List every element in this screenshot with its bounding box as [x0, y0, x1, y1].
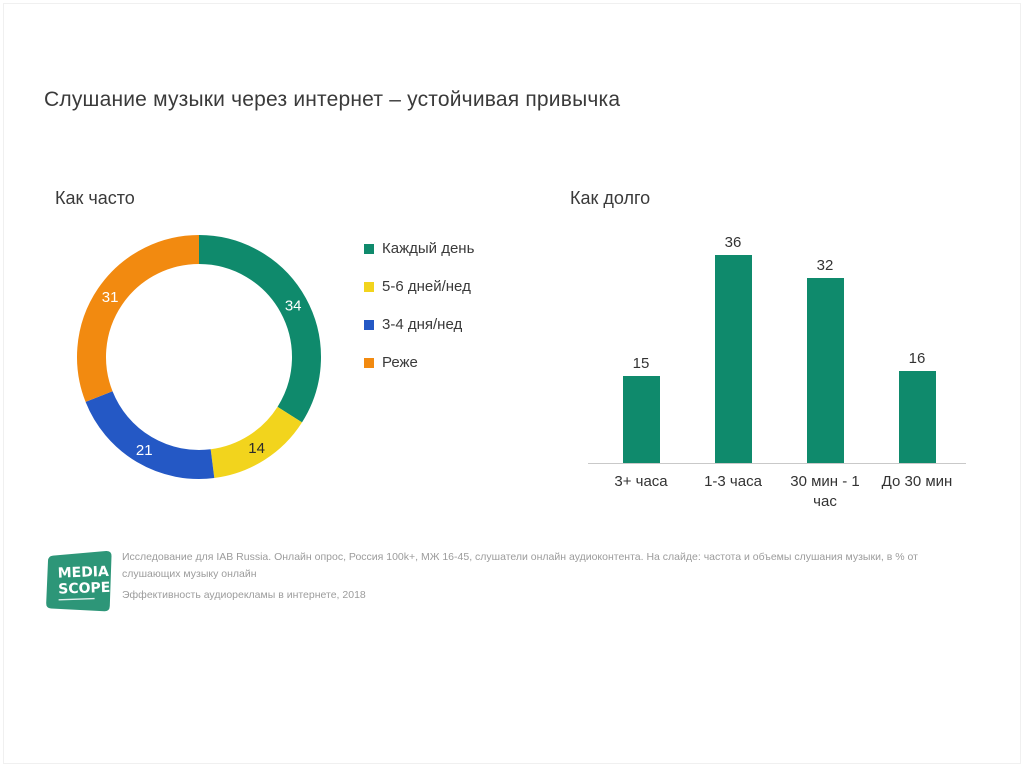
donut-slice-3: [77, 235, 200, 402]
bar-value-label: 32: [816, 257, 834, 274]
bar-rect: [806, 278, 844, 463]
svg-text:MEDIA: MEDIA: [57, 564, 109, 582]
bar-chart-axis-line: [588, 463, 966, 464]
donut-slice-label-0: 34: [285, 297, 302, 314]
legend-label: Реже: [382, 354, 418, 371]
bar-category-label: 1-3 часа: [704, 473, 762, 490]
bar-category-label: До 30 мин: [881, 473, 953, 490]
bar-value-label: 36: [724, 234, 742, 251]
bar-chart-categories: 3+ часа 1-3 часа 30 мин - 1 час До 30 мин: [595, 472, 963, 513]
source-footnote: Исследование для IAB Russia. Онлайн опро…: [122, 551, 918, 580]
bar-rect: [898, 371, 936, 463]
donut-chart-title: Как часто: [55, 188, 135, 208]
bar-category-label: 30 мин - 1 час: [790, 473, 860, 511]
legend-swatch-icon: [364, 319, 374, 330]
bar-column-0: 15: [595, 230, 687, 463]
bar-value-label: 16: [908, 350, 926, 367]
report-title-footnote: Эффективность аудиорекламы в интернете, …: [122, 589, 366, 601]
bar-rect: [714, 255, 752, 463]
bar-rect: [622, 376, 660, 463]
legend-label: Каждый день: [382, 240, 475, 257]
bar-chart-title: Как долго: [570, 188, 651, 208]
legend-item-0: Каждый день: [364, 240, 475, 257]
legend-swatch-icon: [364, 357, 374, 368]
legend-item-3: Реже: [364, 354, 474, 371]
donut-slice-1: [210, 406, 303, 479]
bar-chart: 15 36 32 16: [595, 230, 963, 463]
legend-item-2: 3-4 дня/нед: [364, 316, 474, 333]
donut-slice-label-3: 31: [102, 289, 119, 306]
bar-category-label: 3+ часа: [614, 473, 668, 490]
bar-column-2: 32: [779, 230, 871, 463]
legend-label: 3-4 дня/нед: [382, 316, 463, 333]
donut-slice-0: [198, 235, 321, 423]
mediascope-logo: MEDIA SCOPE: [46, 550, 112, 612]
donut-chart: 34 14 21 31: [76, 234, 322, 480]
bar-column-3: 16: [871, 230, 963, 463]
donut-legend: Каждый день 5-6 дней/нед 3-4 дня/нед Реже: [364, 240, 475, 393]
legend-item-1: 5-6 дней/нед: [364, 278, 474, 295]
legend-label: 5-6 дней/нед: [382, 278, 471, 295]
donut-slice-label-2: 21: [136, 442, 153, 459]
donut-slice-2: [85, 390, 215, 479]
bar-value-label: 15: [632, 355, 650, 372]
donut-slice-label-1: 14: [248, 440, 265, 457]
bar-column-1: 36: [687, 230, 779, 463]
donut-svg: 34 14 21 31: [77, 235, 321, 479]
mediascope-logo-shape: [46, 550, 112, 612]
svg-text:SCOPE: SCOPE: [58, 580, 111, 598]
page-title: Слушание музыки через интернет – устойчи…: [44, 88, 621, 111]
legend-swatch-icon: [364, 281, 374, 292]
legend-swatch-icon: [364, 243, 374, 254]
